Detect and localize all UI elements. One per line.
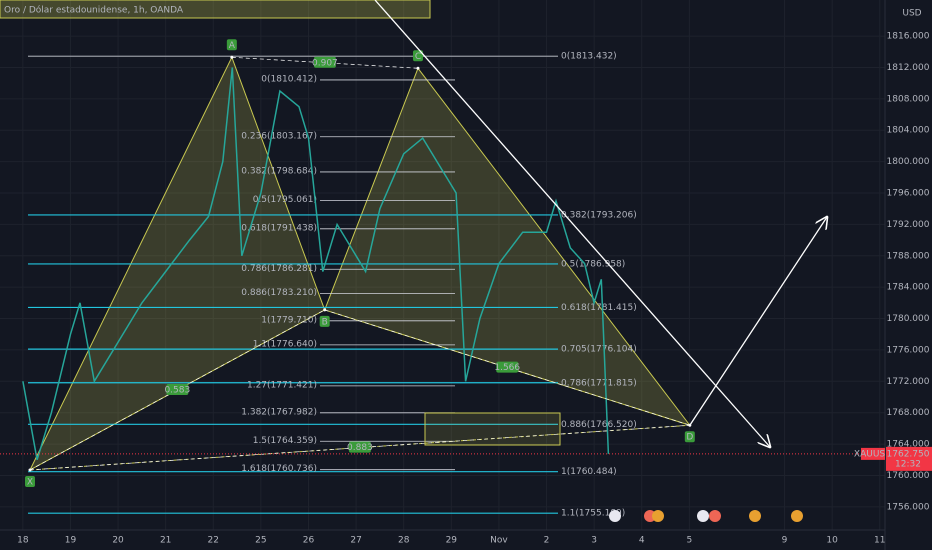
- x-tick-label: 10: [826, 536, 838, 546]
- y-tick-label: 1792.000: [887, 220, 930, 230]
- ratio-label: 0.907: [312, 58, 338, 68]
- fib-label: 0.886(1766.520): [561, 420, 637, 430]
- y-tick-label: 1764.000: [887, 440, 930, 450]
- x-tick-label: 26: [303, 536, 315, 546]
- pattern-point: [416, 66, 420, 70]
- series-name: XAUUSD: [854, 449, 892, 459]
- x-tick-label: 4: [639, 536, 645, 546]
- point-label: B: [322, 317, 328, 327]
- y-tick-label: 1780.000: [887, 314, 930, 324]
- fib-label: 1(1779.710): [261, 315, 317, 325]
- series-tag: [861, 447, 885, 460]
- x-tick-label: 25: [255, 536, 266, 546]
- point-tag: [319, 315, 330, 327]
- x-tick-label: 9: [782, 536, 788, 546]
- last-price-label: 1762.750: [887, 449, 930, 459]
- projection-arrow: [689, 217, 827, 426]
- ratio-label: 0.583: [164, 385, 190, 395]
- point-label: A: [229, 41, 236, 51]
- fib-label: 1.618(1760.736): [241, 464, 317, 474]
- point-tag: [412, 50, 423, 62]
- trend-arrow: [374, 0, 770, 447]
- fib-label: 0.236(1803.167): [241, 131, 317, 141]
- x-tick-label: 11: [874, 536, 885, 546]
- x-tick-label: 5: [686, 536, 692, 546]
- x-tick-label: 2: [544, 536, 550, 546]
- y-tick-label: 1760.000: [887, 471, 930, 481]
- ratio-tag: [348, 441, 371, 453]
- fib-label: 0.5(1786.958): [561, 259, 625, 269]
- currency-label: USD: [902, 9, 921, 19]
- y-tick-label: 1756.000: [887, 502, 930, 512]
- x-tick-label: 3: [591, 536, 597, 546]
- x-tick-label: 18: [17, 536, 29, 546]
- y-tick-label: 1776.000: [887, 345, 930, 355]
- y-tick-label: 1784.000: [887, 283, 930, 293]
- fib-label: 1(1760.484): [561, 467, 617, 477]
- fib-label: 0.618(1791.438): [241, 223, 317, 233]
- fib-label: 0.5(1795.061): [253, 195, 317, 205]
- ratio-tag: [166, 383, 189, 395]
- fib-label: 1.5(1764.359): [253, 436, 317, 446]
- fib-label: 0.705(1776.104): [561, 345, 637, 355]
- fib-label: 0.786(1771.815): [561, 378, 637, 388]
- fib-label: 1.1(1776.640): [253, 339, 317, 349]
- y-tick-label: 1808.000: [887, 94, 930, 104]
- y-tick-label: 1772.000: [887, 377, 930, 387]
- ratio-label: 1.566: [494, 363, 520, 373]
- x-tick-label: 22: [208, 536, 219, 546]
- point-tag: [226, 39, 237, 51]
- point-label: X: [27, 477, 33, 487]
- price-tag: [886, 446, 932, 471]
- x-tick-label: 28: [398, 536, 410, 546]
- overlay-box: [0, 0, 431, 19]
- target-zone: [424, 412, 561, 446]
- y-tick-label: 1804.000: [887, 126, 930, 136]
- fib-label: 0.382(1798.684): [241, 166, 317, 176]
- chart-title: Oro / Dólar estadounidense, 1h, OANDA: [4, 5, 184, 16]
- fib-label: 1.1(1755.189): [561, 509, 625, 519]
- ratio-label: 0.883: [347, 443, 373, 453]
- y-tick-label: 1796.000: [887, 189, 930, 199]
- y-tick-label: 1812.000: [887, 63, 930, 73]
- y-tick-label: 1768.000: [887, 408, 930, 418]
- fib-label: 1.382(1767.982): [241, 407, 317, 417]
- x-tick-label: 27: [350, 536, 361, 546]
- price-line: [22, 67, 610, 461]
- ratio-tag: [313, 56, 336, 68]
- fib-label: 0(1813.432): [561, 52, 617, 62]
- fib-label: 0.382(1793.206): [561, 210, 637, 220]
- countdown: 12:32: [895, 459, 921, 469]
- fib-label: 0.886(1783.210): [241, 288, 317, 298]
- y-tick-label: 1788.000: [887, 251, 930, 261]
- fib-label: 0.786(1786.281): [241, 264, 317, 274]
- fib-label: 0.618(1781.415): [561, 303, 637, 313]
- fib-label: 0(1810.412): [261, 74, 317, 84]
- event-icons: [609, 510, 803, 522]
- x-tick-label: 20: [112, 536, 124, 546]
- x-tick-label: 19: [65, 536, 77, 546]
- x-tick-label: 21: [160, 536, 171, 546]
- point-tag: [684, 431, 695, 443]
- fib-label: 1.27(1771.421): [247, 380, 317, 390]
- point-tag: [24, 475, 35, 487]
- point-label: D: [686, 433, 693, 443]
- y-tick-label: 1816.000: [887, 32, 930, 42]
- point-label: C: [415, 52, 421, 62]
- ratio-tag: [496, 361, 519, 373]
- y-tick-label: 1800.000: [887, 157, 930, 167]
- x-tick-label: Nov: [490, 536, 508, 546]
- x-tick-label: 29: [446, 536, 458, 546]
